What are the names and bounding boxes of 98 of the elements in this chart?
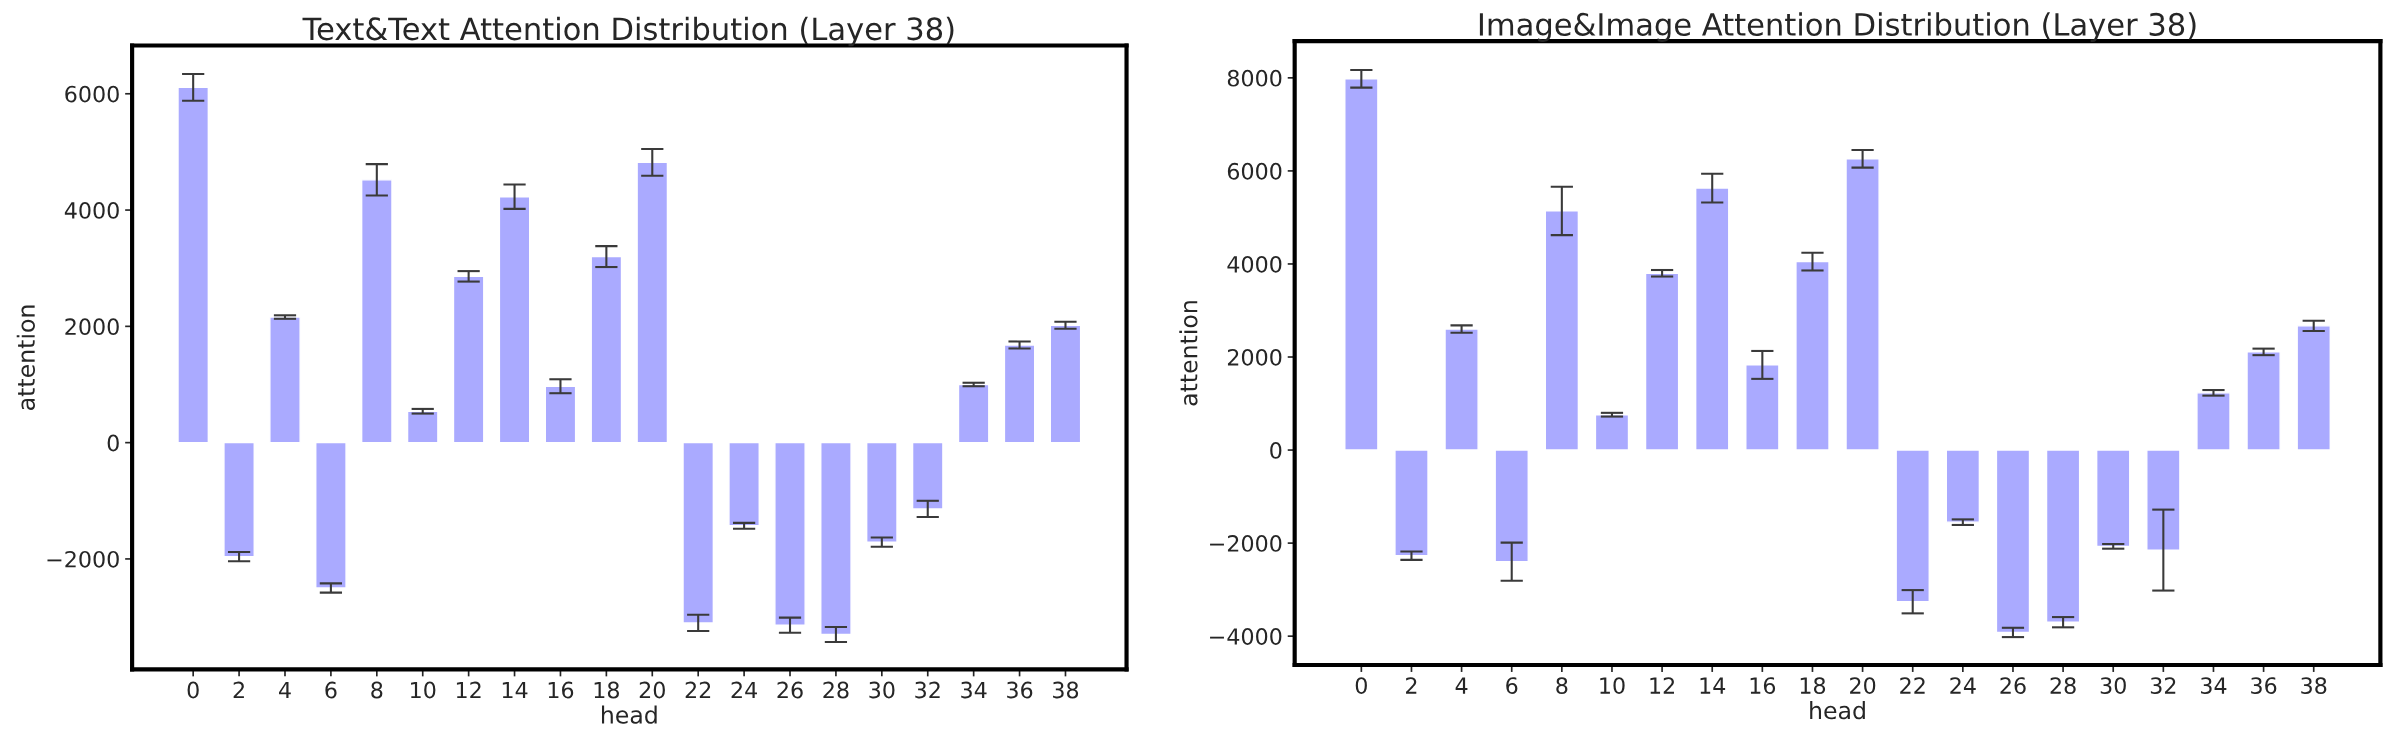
x-tick-label: 4 xyxy=(279,681,291,699)
y-tick-label: 6000 xyxy=(65,85,119,103)
x-tick-label: 10 xyxy=(411,681,436,699)
bar xyxy=(865,441,898,543)
x-tick-label: 32 xyxy=(915,681,940,699)
bar xyxy=(315,441,347,589)
x-tick-label: 38 xyxy=(1053,681,1079,699)
x-tick-label: 36 xyxy=(2251,677,2277,695)
bar xyxy=(452,275,485,444)
bar xyxy=(1394,449,1429,557)
x-tick-label: 28 xyxy=(2050,677,2076,695)
y-tick-label: 4000 xyxy=(1227,255,1282,273)
x-tick-label: 20 xyxy=(639,681,665,699)
bar xyxy=(682,441,715,624)
x-tick-label: 34 xyxy=(961,681,987,699)
x-tick-label: 20 xyxy=(1850,677,1876,695)
x-tick-label: 24 xyxy=(1950,677,1976,694)
bar xyxy=(1745,364,1780,451)
x-tick-label: 14 xyxy=(1700,677,1726,694)
x-tick-label: 38 xyxy=(2301,677,2327,695)
x-tick-label: 32 xyxy=(2150,677,2176,695)
bar xyxy=(1003,344,1036,444)
x-tick-label: 6 xyxy=(1506,677,1518,695)
y-tick-label: 0 xyxy=(1270,442,1282,459)
bar xyxy=(498,195,531,444)
x-tick-label: 18 xyxy=(594,681,619,699)
bar xyxy=(406,410,439,444)
x-tick-label: 36 xyxy=(1007,681,1033,699)
bar xyxy=(544,385,577,444)
y-tick-label: 8000 xyxy=(1227,69,1282,87)
x-tick-label: 28 xyxy=(823,681,849,699)
x-tick-label: 14 xyxy=(502,681,528,699)
chart-title: Text&Text Attention Distribution (Layer 38) xyxy=(302,16,954,47)
chart-title: Image&Image Attention Distribution (Layer 38) xyxy=(1479,12,2196,42)
x-tick-label: 16 xyxy=(548,681,574,699)
y-tick-label: −2000 xyxy=(1210,535,1282,552)
x-tick-label: 18 xyxy=(1800,677,1826,695)
bar xyxy=(2196,392,2231,451)
y-tick-label: −4000 xyxy=(1210,628,1282,645)
x-axis-title: head xyxy=(601,705,657,724)
x-axis-title: head xyxy=(1810,701,1865,720)
bar xyxy=(1049,324,1082,444)
y-tick-label: 2000 xyxy=(65,318,119,336)
bar xyxy=(1694,187,1730,451)
bar xyxy=(1494,449,1529,563)
x-tick-label: 10 xyxy=(1600,677,1625,695)
x-tick-label: 16 xyxy=(1750,677,1776,695)
x-tick-label: 0 xyxy=(187,681,199,699)
y-tick-label: 6000 xyxy=(1227,162,1282,180)
bar xyxy=(2095,449,2131,548)
y-tick-label: −2000 xyxy=(47,550,119,568)
bar xyxy=(820,441,852,636)
x-tick-label: 26 xyxy=(777,681,803,699)
bar xyxy=(223,441,255,558)
bar xyxy=(1644,272,1680,451)
x-tick-label: 8 xyxy=(1556,677,1568,695)
bar xyxy=(1344,78,1379,451)
bar xyxy=(1795,260,1830,451)
bar xyxy=(1594,414,1630,451)
bar xyxy=(1895,449,1930,603)
bar xyxy=(1845,158,1880,451)
bar xyxy=(728,441,760,527)
x-tick-label: 4 xyxy=(1455,677,1468,694)
y-tick-label: 4000 xyxy=(64,202,119,219)
bar xyxy=(177,86,210,444)
bar xyxy=(2246,351,2281,451)
bar xyxy=(774,441,806,626)
x-tick-label: 22 xyxy=(1900,677,1925,694)
x-tick-label: 6 xyxy=(325,681,337,699)
x-tick-label: 12 xyxy=(456,681,481,699)
x-tick-label: 12 xyxy=(1650,677,1675,694)
x-tick-label: 24 xyxy=(731,681,757,699)
bar xyxy=(2045,449,2081,623)
x-tick-label: 26 xyxy=(2000,677,2026,695)
x-tick-label: 30 xyxy=(869,681,895,699)
y-axis-title: attention xyxy=(16,305,35,410)
y-axis-title: attention xyxy=(1179,301,1198,406)
bar xyxy=(1544,210,1580,451)
y-tick-label: 0 xyxy=(107,434,119,452)
x-tick-label: 30 xyxy=(2100,677,2126,695)
bar xyxy=(360,179,393,444)
bar xyxy=(1995,449,2031,634)
bar xyxy=(911,441,944,510)
x-tick-label: 0 xyxy=(1355,677,1367,695)
bar xyxy=(636,161,669,444)
bar xyxy=(2296,325,2331,451)
x-tick-label: 8 xyxy=(371,681,383,699)
bar xyxy=(269,316,301,444)
x-tick-label: 34 xyxy=(2201,677,2227,695)
x-tick-label: 2 xyxy=(233,681,244,699)
bar xyxy=(957,383,990,444)
bar xyxy=(590,255,623,444)
x-tick-label: 2 xyxy=(1406,677,1417,694)
bar xyxy=(2146,449,2181,551)
bar xyxy=(1444,328,1479,451)
bar xyxy=(1945,449,1981,523)
y-tick-label: 2000 xyxy=(1227,348,1282,366)
x-tick-label: 22 xyxy=(685,681,711,699)
